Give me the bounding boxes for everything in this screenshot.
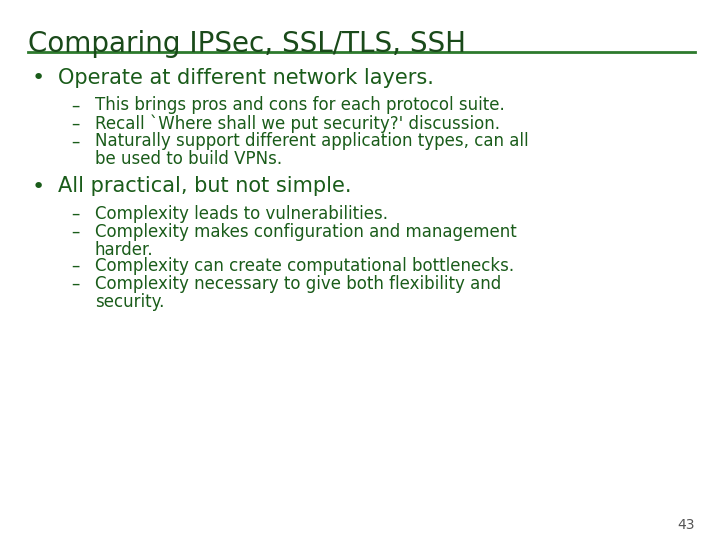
Text: Complexity necessary to give both flexibility and: Complexity necessary to give both flexib… (95, 275, 501, 293)
Text: Complexity leads to vulnerabilities.: Complexity leads to vulnerabilities. (95, 205, 388, 223)
Text: Comparing IPSec, SSL/TLS, SSH: Comparing IPSec, SSL/TLS, SSH (28, 30, 466, 58)
Text: –: – (71, 275, 79, 293)
Text: –: – (71, 132, 79, 151)
Text: Complexity can create computational bottlenecks.: Complexity can create computational bott… (95, 257, 514, 275)
Text: All practical, but not simple.: All practical, but not simple. (58, 177, 351, 197)
Text: 43: 43 (678, 518, 695, 532)
Text: security.: security. (95, 293, 164, 311)
Text: This brings pros and cons for each protocol suite.: This brings pros and cons for each proto… (95, 97, 505, 114)
Text: –: – (71, 114, 79, 132)
Text: •: • (32, 177, 45, 197)
Text: Operate at different network layers.: Operate at different network layers. (58, 68, 434, 88)
Text: –: – (71, 97, 79, 114)
Text: harder.: harder. (95, 241, 153, 259)
Text: Naturally support different application types, can all: Naturally support different application … (95, 132, 528, 151)
Text: Complexity makes configuration and management: Complexity makes configuration and manag… (95, 223, 517, 241)
Text: –: – (71, 205, 79, 223)
Text: –: – (71, 223, 79, 241)
Text: Recall `Where shall we put security?' discussion.: Recall `Where shall we put security?' di… (95, 114, 500, 133)
Text: –: – (71, 257, 79, 275)
Text: •: • (32, 68, 45, 88)
Text: be used to build VPNs.: be used to build VPNs. (95, 151, 282, 168)
